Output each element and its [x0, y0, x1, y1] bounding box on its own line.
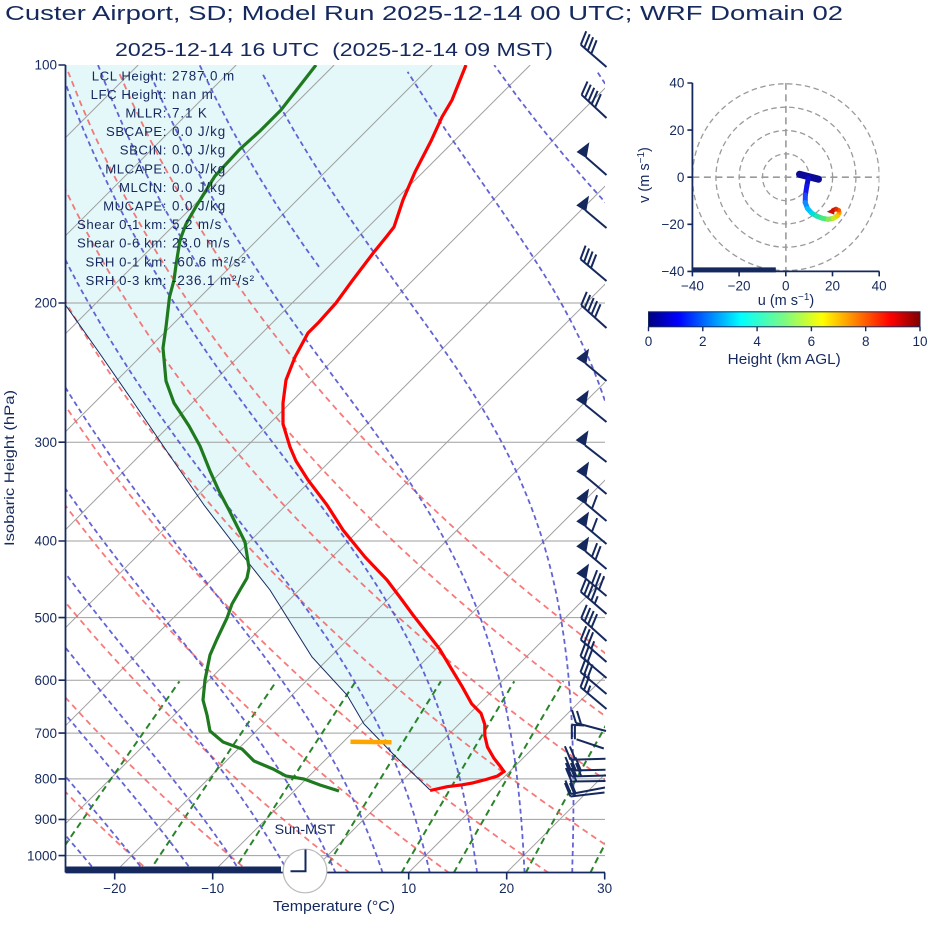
svg-text:1000: 1000	[27, 848, 57, 863]
svg-text:−20: −20	[103, 881, 126, 896]
svg-text:700: 700	[34, 726, 57, 741]
svg-text:Shear 0-1 km:: Shear 0-1 km:	[77, 217, 167, 232]
svg-text:MLLR:: MLLR:	[125, 106, 167, 121]
svg-text:LFC Height:: LFC Height:	[91, 87, 167, 102]
svg-text:30: 30	[597, 881, 612, 896]
svg-text:0: 0	[645, 334, 653, 349]
svg-text:LCL Height:: LCL Height:	[92, 68, 167, 83]
svg-text:500: 500	[34, 610, 57, 625]
svg-text:7.1 K: 7.1 K	[172, 106, 208, 121]
svg-text:MUCAPE:: MUCAPE:	[103, 199, 167, 214]
svg-text:10: 10	[912, 334, 927, 349]
svg-text:2787.0 m: 2787.0 m	[172, 68, 235, 83]
svg-text:20: 20	[499, 881, 514, 896]
svg-text:0: 0	[782, 278, 790, 293]
svg-text:nan m: nan m	[172, 87, 214, 102]
svg-text:−20: −20	[728, 278, 751, 293]
svg-text:200: 200	[34, 296, 57, 311]
svg-text:SRH 0-1 km:: SRH 0-1 km:	[85, 254, 167, 269]
svg-text:900: 900	[34, 812, 57, 827]
svg-text:800: 800	[34, 772, 57, 787]
svg-text:0.0 J/kg: 0.0 J/kg	[172, 199, 226, 214]
svg-text:−40: −40	[661, 264, 684, 279]
svg-text:0: 0	[677, 170, 685, 185]
svg-text:SBCIN:: SBCIN:	[120, 143, 167, 158]
svg-text:Height (km AGL): Height (km AGL)	[728, 352, 841, 368]
svg-text:20: 20	[825, 278, 840, 293]
svg-text:4: 4	[753, 334, 761, 349]
svg-text:Shear 0-6 km:: Shear 0-6 km:	[77, 236, 167, 251]
svg-text:MLCIN:: MLCIN:	[119, 180, 167, 195]
svg-text:5.2 m/s: 5.2 m/s	[172, 217, 222, 232]
svg-text:-60.6 m²/s²: -60.6 m²/s²	[172, 254, 247, 269]
svg-text:0.0 J/kg: 0.0 J/kg	[172, 143, 226, 158]
svg-text:0.0 J/kg: 0.0 J/kg	[172, 180, 226, 195]
svg-text:10: 10	[401, 881, 416, 896]
svg-text:40: 40	[669, 76, 684, 91]
svg-text:300: 300	[34, 435, 57, 450]
svg-text:2: 2	[699, 334, 707, 349]
svg-text:−20: −20	[661, 217, 684, 232]
svg-text:6: 6	[808, 334, 816, 349]
svg-text:Sun-MST: Sun-MST	[275, 822, 336, 837]
svg-text:Temperature (°C): Temperature (°C)	[273, 899, 395, 915]
svg-text:600: 600	[34, 673, 57, 688]
svg-text:23.0 m/s: 23.0 m/s	[172, 236, 231, 251]
svg-text:SBCAPE:: SBCAPE:	[106, 124, 167, 139]
svg-text:−40: −40	[681, 278, 704, 293]
svg-text:100: 100	[34, 58, 57, 73]
svg-text:2025-12-14 16 UTC (2025-12-14: 2025-12-14 16 UTC (2025-12-14 09 MST)	[115, 40, 553, 60]
svg-text:400: 400	[34, 534, 57, 549]
svg-text:−10: −10	[201, 881, 224, 896]
svg-text:0.0 J/kg: 0.0 J/kg	[172, 161, 226, 176]
svg-text:8: 8	[862, 334, 870, 349]
svg-text:0.0 J/kg: 0.0 J/kg	[172, 124, 226, 139]
svg-text:-236.1 m²/s²: -236.1 m²/s²	[172, 273, 255, 288]
svg-text:Isobaric Height (hPa): Isobaric Height (hPa)	[1, 390, 17, 546]
svg-text:20: 20	[669, 123, 684, 138]
svg-text:SRH 0-3 km:: SRH 0-3 km:	[85, 273, 167, 288]
svg-text:40: 40	[872, 278, 887, 293]
svg-text:Custer Airport, SD; Model Run: Custer Airport, SD; Model Run 2025-12-14…	[5, 3, 843, 25]
svg-text:MLCAPE:: MLCAPE:	[105, 161, 167, 176]
